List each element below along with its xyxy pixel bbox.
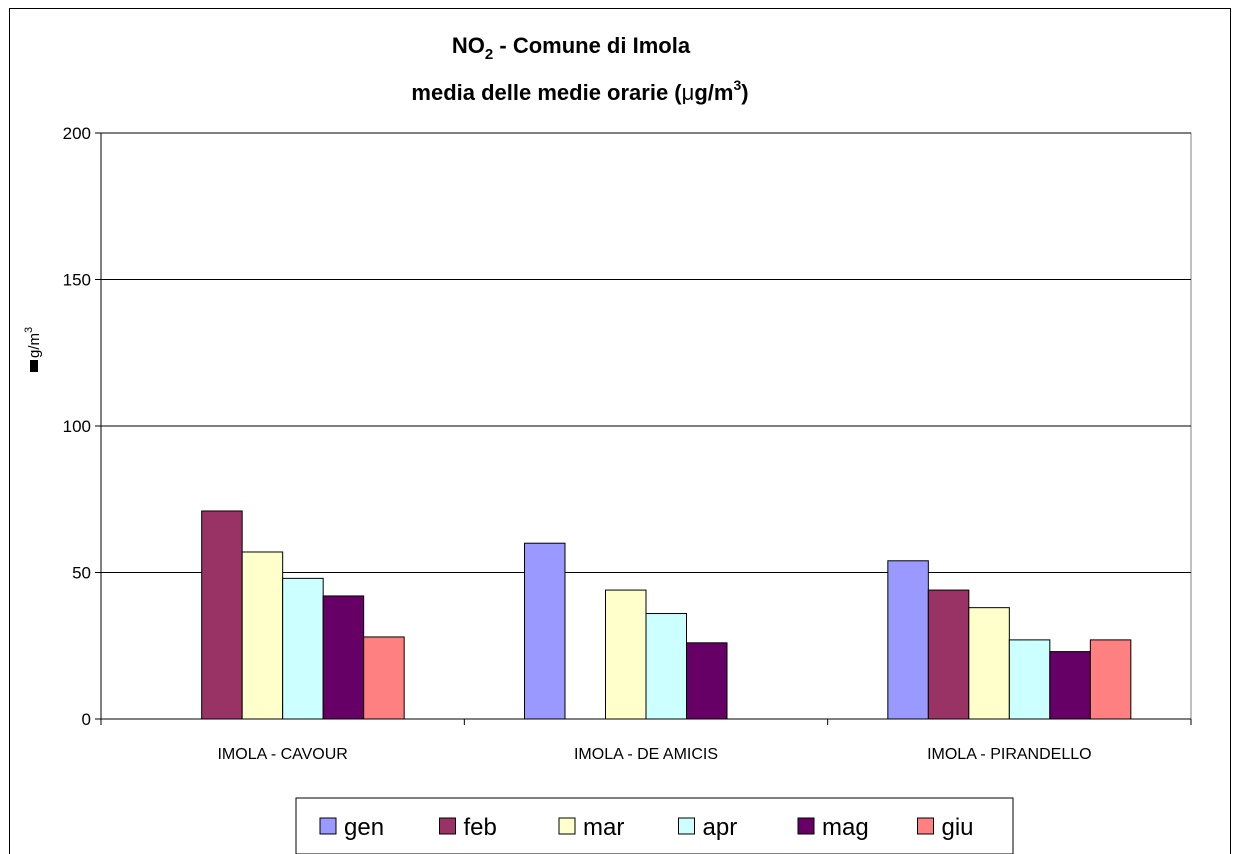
legend-label-gen: gen (344, 814, 384, 841)
y-tick-label: 150 (63, 271, 91, 290)
ylabel-missing-glyph (30, 360, 38, 372)
bar-apr-2 (1008, 639, 1051, 720)
legend-swatch-apr (678, 817, 695, 835)
bar-mar-2 (968, 607, 1010, 720)
axes: 0 50 100 150 200 IMOLA - CAVOUR IMOLA - DE AMI… (63, 124, 1192, 763)
x-category-label: IMOLA - CAVOUR (217, 746, 347, 763)
x-category-label: IMOLA - PIRANDELLO (927, 746, 1092, 763)
bar-gen-1 (524, 542, 566, 720)
y-axis-label: g/m3 (23, 327, 43, 358)
chart-frame (9, 8, 1231, 854)
legend (295, 797, 1014, 854)
legend-label-feb: feb (464, 814, 497, 841)
legend-label-mar: mar (583, 814, 624, 841)
y-tick-label: 100 (63, 417, 91, 436)
chart-title-line1: NO2 - Comune di Imola (452, 33, 691, 63)
legend-label-apr: apr (703, 814, 738, 841)
legend-label-mag: mag (822, 814, 869, 841)
legend-swatch-mag (797, 817, 815, 835)
y-tick-label: 50 (72, 564, 91, 583)
chart-title-line2: media delle medie orarie (μg/m3) (411, 77, 748, 105)
bar-feb-0 (201, 510, 243, 720)
legend-swatch-feb (439, 817, 456, 835)
bar-mag-0 (322, 595, 365, 720)
legend-swatch-giu (917, 817, 934, 835)
x-category-label: IMOLA - DE AMICIS (574, 746, 718, 763)
bars (201, 510, 1132, 720)
bar-apr-1 (645, 613, 687, 720)
legend-label-giu: giu (942, 814, 974, 841)
legend-items: gen feb mar apr mag giu (319, 814, 974, 841)
y-tick-label: 200 (63, 124, 91, 143)
bar-mar-1 (605, 589, 647, 720)
bar-mar-0 (241, 551, 284, 720)
bar-gen-2 (887, 560, 929, 720)
legend-swatch-gen (319, 817, 337, 835)
bar-apr-0 (282, 577, 324, 720)
bar-feb-2 (927, 589, 970, 720)
bar-mag-1 (686, 642, 728, 720)
bar-giu-0 (363, 636, 405, 720)
y-tick-label: 0 (82, 710, 91, 729)
bar-giu-2 (1089, 639, 1132, 720)
bar-mag-2 (1049, 651, 1091, 720)
legend-swatch-mar (558, 817, 576, 835)
